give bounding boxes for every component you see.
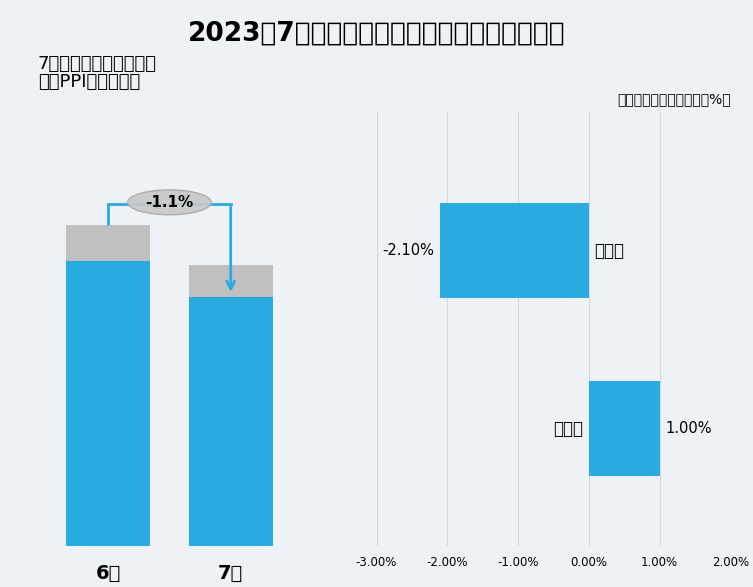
Text: 6月: 6月 [96,564,120,583]
Bar [189,265,273,296]
Text: 7月份工业生产者出厂价: 7月份工业生产者出厂价 [38,55,157,73]
Bar [441,203,589,298]
Bar [189,296,273,546]
Bar [589,381,660,477]
Ellipse shape [127,190,211,215]
Text: 出厂价格指数同比上涨（%）: 出厂价格指数同比上涨（%） [617,92,730,106]
Text: 2023年7月佛山市工业生产者出厂价格变化情况: 2023年7月佛山市工业生产者出厂价格变化情况 [187,21,566,46]
Text: -2.10%: -2.10% [383,243,434,258]
Bar [66,261,150,546]
Text: 1.00%: 1.00% [666,421,712,436]
Bar [66,225,150,261]
Text: -1.1%: -1.1% [145,195,194,210]
Text: 7月: 7月 [218,564,243,583]
Text: 格（PPI）同比下降: 格（PPI）同比下降 [38,73,140,91]
Text: 重工业: 重工业 [595,241,624,259]
Text: 轻工业: 轻工业 [553,420,583,438]
